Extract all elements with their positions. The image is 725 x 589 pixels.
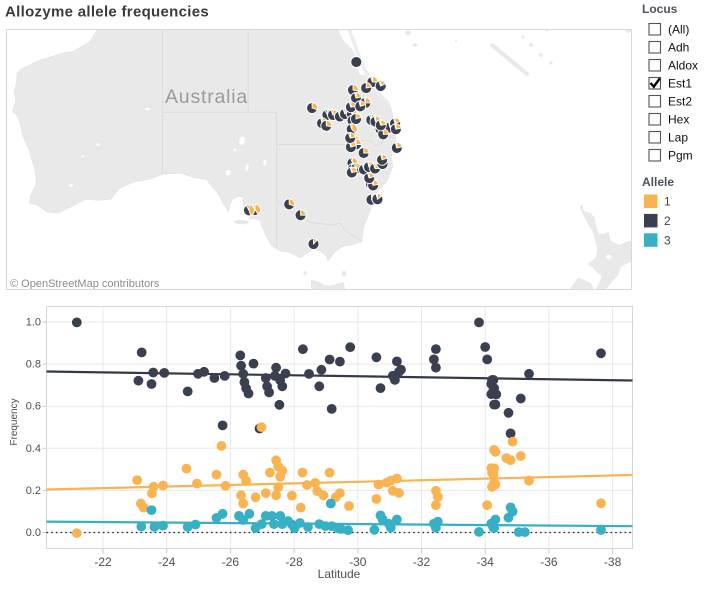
svg-text:Allele: Allele	[642, 175, 674, 189]
svg-text:-26: -26	[222, 555, 240, 569]
svg-text:Hex: Hex	[668, 113, 689, 127]
svg-text:Est1: Est1	[668, 77, 692, 91]
svg-text:Australia: Australia	[165, 86, 248, 108]
svg-text:Aldox: Aldox	[668, 59, 698, 73]
svg-text:0.8: 0.8	[26, 359, 41, 371]
svg-text:Latitude: Latitude	[318, 567, 361, 581]
svg-text:-36: -36	[540, 555, 558, 569]
svg-text:(All): (All)	[668, 23, 689, 37]
svg-text:2: 2	[664, 214, 671, 228]
svg-text:Frequency: Frequency	[9, 398, 20, 445]
svg-text:-30: -30	[349, 555, 367, 569]
svg-text:-32: -32	[413, 555, 431, 569]
svg-text:-24: -24	[158, 555, 176, 569]
svg-text:3: 3	[664, 233, 671, 247]
svg-text:Allozyme allele frequencies: Allozyme allele frequencies	[5, 4, 209, 21]
svg-text:1: 1	[664, 195, 671, 209]
svg-text:0.6: 0.6	[26, 401, 41, 413]
svg-text:0.4: 0.4	[26, 443, 41, 455]
svg-text:-22: -22	[94, 555, 112, 569]
svg-text:-38: -38	[604, 555, 622, 569]
svg-text:0.0: 0.0	[26, 527, 41, 539]
svg-text:Adh: Adh	[668, 41, 689, 55]
svg-text:Est2: Est2	[668, 95, 692, 109]
svg-text:Locus: Locus	[642, 2, 678, 16]
svg-text:© OpenStreetMap contributors: © OpenStreetMap contributors	[10, 278, 160, 290]
svg-text:0.2: 0.2	[26, 485, 41, 497]
svg-text:-28: -28	[285, 555, 303, 569]
svg-text:-34: -34	[477, 555, 495, 569]
svg-text:1.0: 1.0	[26, 317, 41, 329]
svg-text:Pgm: Pgm	[668, 149, 693, 163]
svg-text:Lap: Lap	[668, 131, 688, 145]
